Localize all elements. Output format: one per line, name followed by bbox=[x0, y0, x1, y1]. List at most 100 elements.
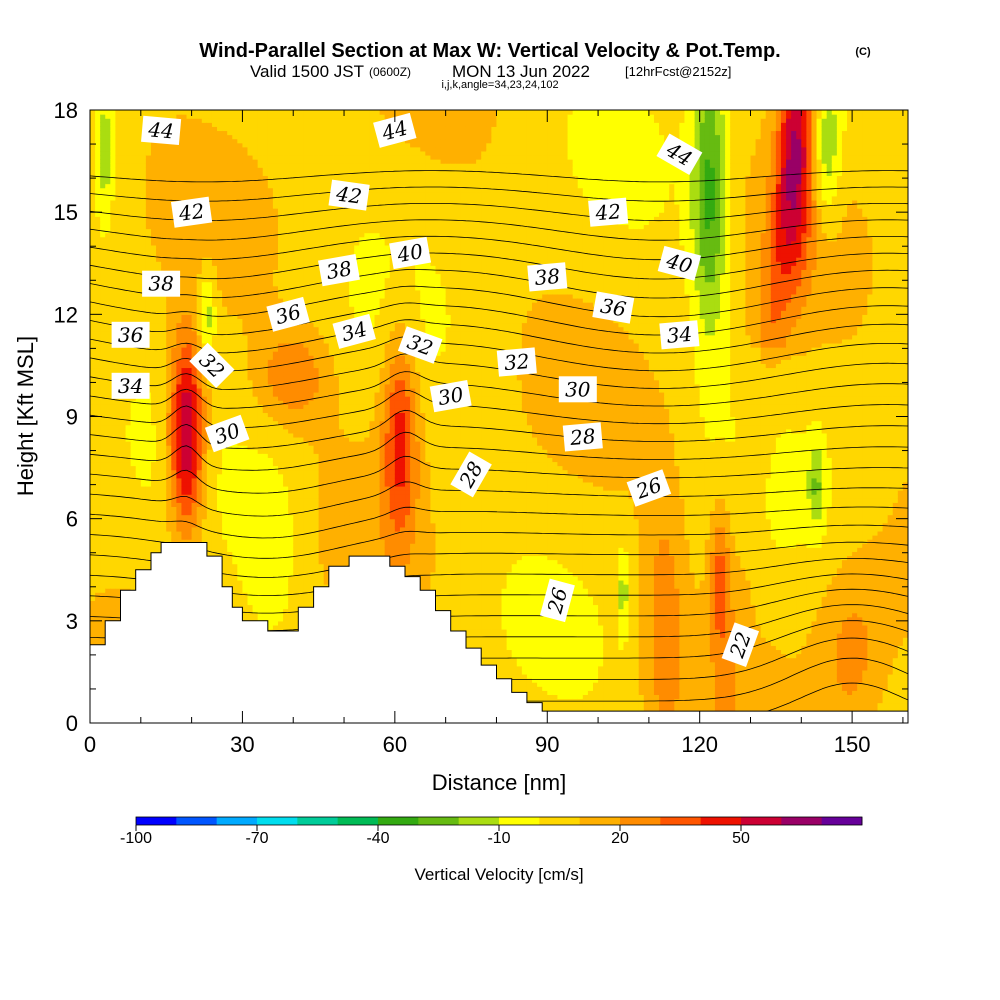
velocity-cell bbox=[166, 367, 172, 373]
velocity-cell bbox=[232, 596, 238, 601]
velocity-cell bbox=[217, 347, 223, 352]
velocity-cell bbox=[135, 302, 142, 307]
velocity-cell bbox=[201, 146, 208, 152]
velocity-cell bbox=[217, 150, 223, 156]
velocity-cell bbox=[161, 110, 167, 115]
velocity-cell bbox=[150, 543, 157, 548]
velocity-cell bbox=[227, 269, 233, 275]
velocity-cell bbox=[217, 477, 223, 483]
velocity-cell bbox=[100, 412, 106, 418]
velocity-cell bbox=[105, 432, 111, 438]
velocity-cell bbox=[130, 555, 137, 561]
velocity-cell bbox=[217, 535, 223, 540]
velocity-cell bbox=[227, 347, 233, 352]
velocity-cell bbox=[252, 563, 259, 569]
velocity-cell bbox=[206, 273, 213, 279]
velocity-cell bbox=[150, 547, 157, 552]
velocity-cell bbox=[115, 257, 122, 262]
velocity-cell bbox=[201, 387, 208, 393]
velocity-cell bbox=[115, 404, 122, 409]
velocity-cell bbox=[181, 187, 188, 193]
velocity-cell bbox=[196, 494, 203, 499]
velocity-cell bbox=[242, 187, 249, 193]
velocity-cell bbox=[90, 342, 96, 348]
velocity-cell bbox=[115, 310, 122, 315]
velocity-cell bbox=[95, 637, 101, 642]
velocity-cell bbox=[237, 526, 244, 532]
velocity-cell bbox=[181, 473, 188, 479]
velocity-cell bbox=[211, 387, 218, 393]
velocity-cell bbox=[171, 469, 177, 475]
velocity-cell bbox=[237, 396, 244, 401]
velocity-cell bbox=[252, 461, 259, 467]
velocity-cell bbox=[105, 195, 111, 201]
velocity-cell bbox=[242, 171, 249, 176]
velocity-cell bbox=[242, 122, 249, 127]
velocity-cell bbox=[135, 236, 142, 242]
velocity-cell bbox=[135, 412, 142, 418]
velocity-cell bbox=[105, 387, 111, 393]
velocity-cell bbox=[125, 551, 132, 557]
velocity-cell bbox=[247, 371, 254, 377]
velocity-cell bbox=[222, 199, 228, 205]
velocity-cell bbox=[115, 436, 122, 442]
velocity-cell bbox=[176, 367, 183, 373]
velocity-cell bbox=[201, 375, 208, 381]
velocity-cell bbox=[95, 150, 101, 156]
velocity-cell bbox=[130, 355, 137, 360]
velocity-cell bbox=[211, 342, 218, 348]
velocity-cell bbox=[247, 567, 254, 573]
velocity-cell bbox=[211, 297, 218, 303]
velocity-cell bbox=[115, 359, 122, 364]
velocity-cell bbox=[105, 379, 111, 385]
velocity-cell bbox=[145, 253, 152, 258]
velocity-cell bbox=[110, 449, 116, 454]
velocity-cell bbox=[232, 453, 238, 458]
velocity-cell bbox=[186, 150, 193, 156]
velocity-cell bbox=[125, 539, 132, 544]
velocity-cell bbox=[150, 461, 157, 467]
velocity-cell bbox=[125, 424, 132, 430]
velocity-cell bbox=[105, 171, 111, 176]
velocity-cell bbox=[206, 481, 213, 487]
velocity-cell bbox=[171, 297, 177, 303]
velocity-cell bbox=[227, 314, 233, 320]
velocity-cell bbox=[252, 293, 259, 299]
velocity-cell bbox=[201, 269, 208, 275]
velocity-cell bbox=[130, 236, 137, 242]
velocity-cell bbox=[201, 449, 208, 454]
velocity-cell bbox=[150, 159, 157, 164]
velocity-cell bbox=[161, 526, 167, 532]
velocity-cell bbox=[247, 163, 254, 168]
velocity-cell bbox=[217, 122, 223, 127]
velocity-cell bbox=[206, 146, 213, 152]
velocity-cell bbox=[232, 289, 238, 295]
velocity-cell bbox=[196, 477, 203, 483]
velocity-cell bbox=[196, 138, 203, 144]
velocity-cell bbox=[252, 224, 259, 230]
velocity-cell bbox=[176, 314, 183, 320]
velocity-cell bbox=[232, 322, 238, 328]
velocity-cell bbox=[161, 191, 167, 197]
subtitle-date: MON 13 Jun 2022 bbox=[452, 62, 590, 81]
velocity-cell bbox=[252, 518, 259, 524]
subtitle-valid: Valid 1500 JST bbox=[250, 62, 364, 81]
velocity-cell bbox=[176, 473, 183, 479]
velocity-cell bbox=[90, 604, 96, 610]
velocity-cell bbox=[247, 608, 254, 614]
velocity-cell bbox=[90, 220, 96, 226]
velocity-cell bbox=[242, 293, 249, 299]
velocity-cell bbox=[166, 477, 172, 483]
velocity-cell bbox=[237, 146, 244, 152]
velocity-cell bbox=[252, 522, 259, 528]
velocity-cell bbox=[191, 449, 198, 454]
velocity-cell bbox=[201, 400, 208, 405]
velocity-cell bbox=[227, 473, 233, 479]
velocity-cell bbox=[196, 416, 203, 422]
velocity-cell bbox=[222, 404, 228, 409]
velocity-cell bbox=[100, 449, 106, 454]
velocity-cell bbox=[105, 498, 111, 503]
velocity-cell bbox=[206, 150, 213, 156]
velocity-cell bbox=[247, 289, 254, 295]
velocity-cell bbox=[237, 539, 244, 544]
